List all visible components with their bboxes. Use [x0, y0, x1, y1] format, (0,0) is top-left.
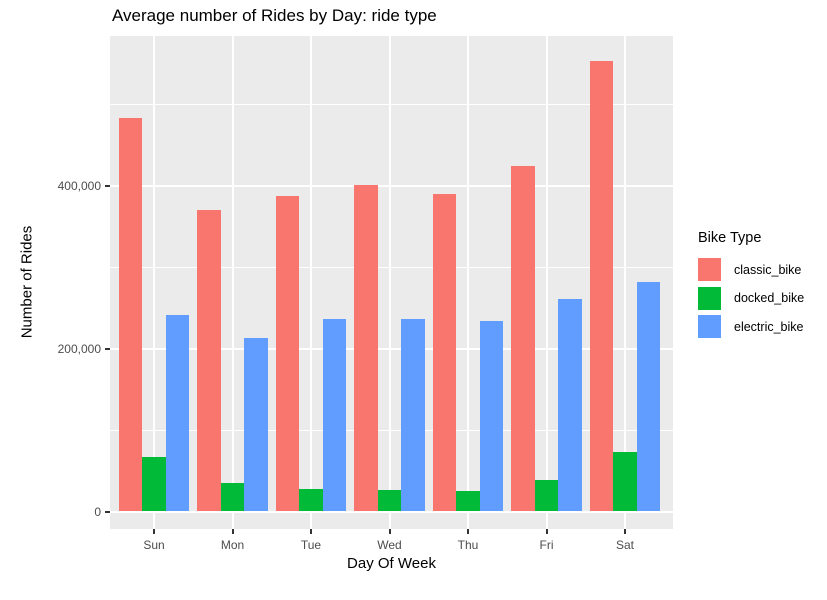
bar-classic_bike-Wed [354, 185, 378, 512]
gridline-minor [110, 266, 673, 268]
y-tick-label-400,000: 400,000 [57, 178, 101, 193]
gridline-vertical-Tue [310, 36, 312, 529]
x-tick-label-Mon: Mon [220, 538, 245, 552]
gridline-vertical-Mon [231, 36, 234, 529]
bar-classic_bike-Fri [511, 166, 535, 512]
gridline-vertical-Sun [153, 36, 155, 529]
x-tick-mark-Mon [231, 529, 234, 534]
y-axis-title: Number of Rides [18, 225, 36, 339]
bar-electric_bike-Sun [165, 315, 190, 512]
bar-electric_bike-Wed [401, 318, 425, 512]
x-tick-mark-Sat [624, 529, 626, 534]
gridline-vertical-Thu [467, 36, 469, 529]
bar-classic_bike-Mon [197, 210, 221, 512]
legend-swatch-electric_bike [698, 315, 721, 338]
x-tick-label-Wed: Wed [377, 538, 402, 552]
bar-electric_bike-Fri [558, 299, 582, 512]
x-tick-label-Tue: Tue [300, 538, 322, 552]
legend-title: Bike Type [698, 230, 762, 246]
bar-docked_bike-Thu [456, 491, 480, 512]
gridline-major [110, 184, 673, 187]
legend-swatch-docked_bike [698, 286, 721, 310]
bar-docked_bike-Sun [142, 456, 166, 512]
x-tick-mark-Fri [545, 529, 548, 534]
x-tick-mark-Tue [310, 529, 312, 534]
gridline-major [110, 510, 673, 513]
x-tick-label-Sun: Sun [143, 538, 165, 552]
y-tick-mark-400,000 [105, 184, 110, 187]
x-tick-mark-Wed [388, 529, 391, 534]
x-tick-mark-Thu [467, 529, 469, 534]
bar-docked_bike-Sat [613, 452, 637, 512]
gridline-vertical-Sat [624, 36, 626, 529]
gridline-vertical-Fri [545, 36, 548, 529]
legend-swatch-classic_bike [698, 258, 721, 281]
legend-items: classic_bike docked_bike electric_bike [698, 258, 804, 338]
y-tick-mark-0 [105, 510, 110, 513]
x-tick-label-Sat: Sat [615, 538, 634, 552]
gridline-minor [110, 429, 673, 431]
gridline-vertical-Wed [388, 36, 391, 529]
legend-row-electric_bike: electric_bike [698, 315, 804, 338]
y-tick-label-200,000: 200,000 [57, 341, 101, 356]
legend-label-electric_bike: electric_bike [734, 319, 804, 334]
bar-electric_bike-Sat [636, 281, 661, 512]
y-tick-mark-200,000 [105, 347, 110, 350]
gridline-minor [110, 104, 673, 105]
bar-electric_bike-Mon [244, 338, 268, 512]
legend-row-classic_bike: classic_bike [698, 258, 804, 281]
bar-classic_bike-Tue [275, 195, 300, 512]
bar-docked_bike-Tue [299, 488, 323, 512]
y-tick-label-0: 0 [94, 504, 101, 519]
legend-label-classic_bike: classic_bike [734, 262, 802, 277]
bar-classic_bike-Thu [432, 194, 457, 512]
bar-electric_bike-Thu [479, 321, 504, 512]
legend-label-docked_bike: docked_bike [734, 291, 805, 305]
plot-panel [110, 36, 673, 529]
x-axis-title: Day Of Week [347, 555, 436, 572]
x-tick-label-Fri: Fri [539, 538, 554, 552]
chart-title: Average number of Rides by Day: ride typ… [112, 6, 437, 25]
bar-classic_bike-Sat [589, 61, 614, 512]
x-tick-label-Thu: Thu [457, 538, 479, 552]
legend-row-docked_bike: docked_bike [698, 286, 805, 310]
bar-electric_bike-Tue [322, 319, 347, 512]
x-tick-mark-Sun [153, 529, 155, 534]
bar-classic_bike-Sun [118, 118, 143, 512]
bar-docked_bike-Wed [377, 490, 402, 512]
bar-docked_bike-Fri [534, 479, 559, 512]
bar-docked_bike-Mon [220, 483, 245, 512]
gridline-major [110, 347, 673, 350]
